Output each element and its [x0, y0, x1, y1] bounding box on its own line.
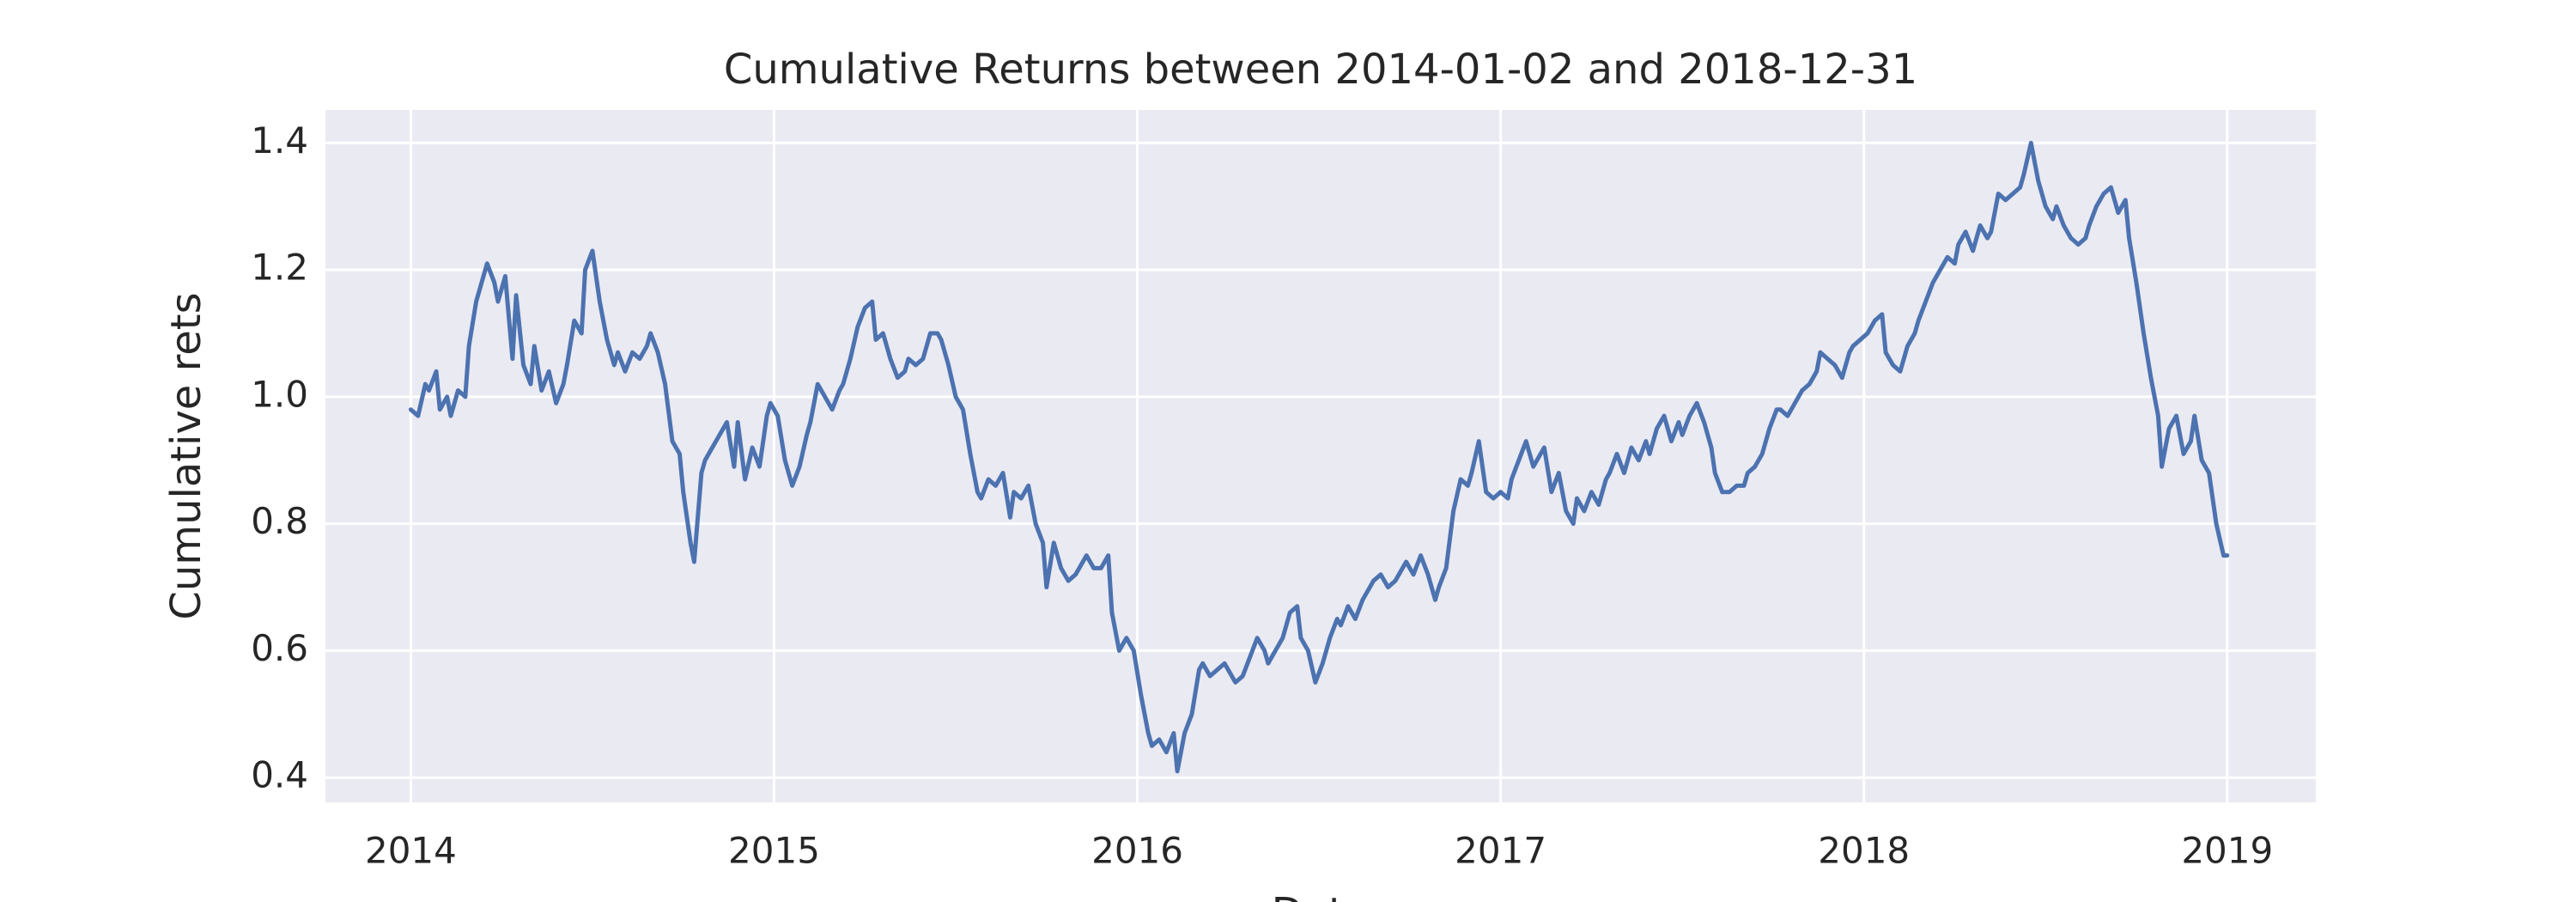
lines [408, 140, 2230, 774]
y-tick-label: 1.2 [251, 247, 308, 289]
y-tick-label: 0.6 [251, 627, 308, 669]
y-tick-label: 1.0 [251, 373, 308, 415]
labels: 0.4 0.6 0.8 1.0 1.2 1.4 2014 2015 2016 2017 2018 20… [251, 119, 2273, 872]
y-tick-label: 1.4 [251, 119, 308, 162]
x-tick-label: 2016 [1091, 830, 1183, 872]
x-tick-label: 2018 [1818, 830, 1910, 872]
grid [325, 110, 2316, 802]
data-line [408, 140, 2230, 774]
y-axis-label: Cumulative rets [162, 292, 210, 619]
y-tick-label: 0.8 [251, 500, 308, 542]
y-tick-label: 0.4 [251, 754, 308, 796]
x-tick-label: 2014 [365, 830, 457, 872]
x-axis-label: Date [1272, 889, 1370, 902]
plot-area [325, 110, 2316, 802]
x-tick-label: 2015 [728, 830, 820, 872]
x-tick-label: 2019 [2181, 830, 2273, 872]
chart-title: Cumulative Returns between 2014-01-02 an… [724, 46, 1917, 94]
x-tick-label: 2017 [1455, 830, 1546, 872]
